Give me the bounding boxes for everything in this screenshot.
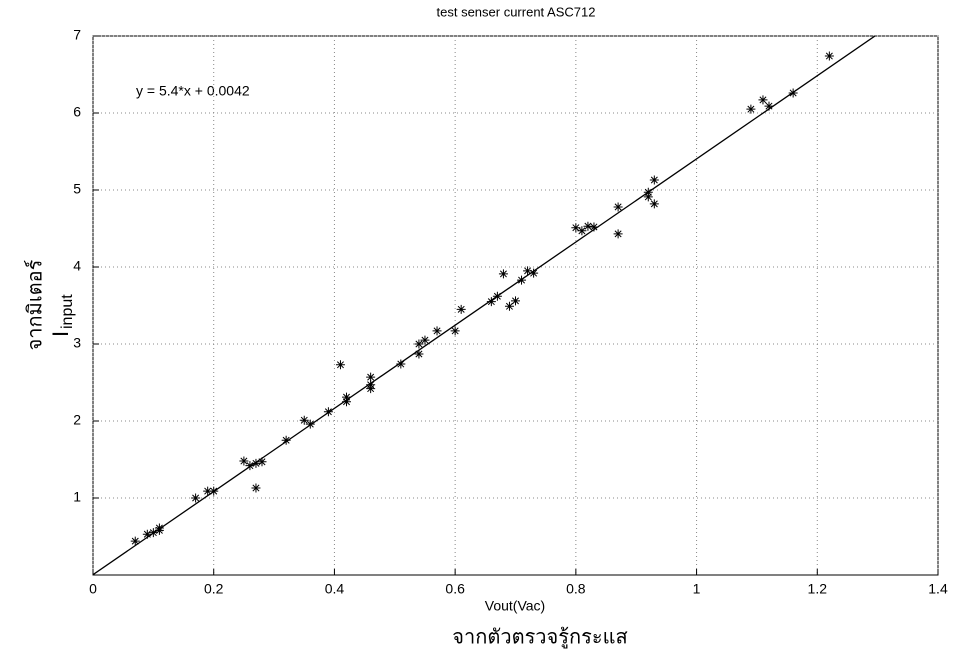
- data-point: [523, 266, 533, 276]
- data-point: [142, 529, 152, 539]
- data-point: [649, 175, 659, 185]
- plot-area: [92, 35, 939, 576]
- y-tick-label: 6: [73, 104, 81, 120]
- x-tick-label: 0.6: [445, 581, 465, 597]
- y-tick-label: 4: [73, 258, 81, 274]
- data-point: [299, 415, 309, 425]
- data-point: [257, 457, 267, 467]
- data-point: [589, 222, 599, 232]
- data-point: [583, 221, 593, 231]
- fit-line: [93, 36, 877, 575]
- x-tick-label: 1: [693, 581, 701, 597]
- data-point: [746, 104, 756, 114]
- plot-content: [93, 36, 877, 575]
- y-axis-label: I input: [48, 294, 76, 337]
- data-point: [456, 304, 466, 314]
- data-point: [420, 335, 430, 345]
- data-point: [130, 536, 140, 546]
- data-point: [251, 458, 261, 468]
- data-point: [758, 95, 768, 105]
- data-point: [414, 339, 424, 349]
- data-point: [335, 360, 345, 370]
- data-point: [764, 101, 774, 111]
- x-tick-label: 1.4: [928, 581, 948, 597]
- data-point: [504, 301, 514, 311]
- data-point: [529, 268, 539, 278]
- data-point: [342, 397, 351, 407]
- x-tick-label: 0.4: [325, 581, 345, 597]
- y-tick-label: 3: [73, 335, 81, 351]
- x-axis-label-thai: จากตัวตรวจรู้กระแส: [452, 625, 627, 650]
- x-tick-label: 0.8: [566, 581, 586, 597]
- y-tick-label: 2: [73, 412, 81, 428]
- data-point: [239, 456, 249, 466]
- chart-title: test senser current ASC712: [437, 4, 596, 19]
- data-point: [245, 461, 255, 471]
- data-point: [486, 297, 496, 307]
- data-point: [414, 349, 424, 359]
- data-point: [342, 392, 351, 402]
- y-axis-label-thai: จากมิเตอร์: [23, 259, 47, 350]
- x-axis-label: Vout(Vac): [485, 598, 545, 614]
- data-point: [649, 199, 659, 209]
- data-point: [305, 419, 315, 429]
- data-point: [613, 202, 623, 212]
- data-point: [577, 226, 587, 236]
- data-point: [154, 525, 164, 535]
- data-point: [281, 435, 291, 445]
- data-point: [613, 229, 623, 239]
- data-point: [191, 493, 201, 503]
- data-point: [450, 326, 460, 336]
- data-point: [203, 486, 213, 496]
- annotation: y = 5.4*x + 0.0042: [136, 83, 250, 99]
- x-tick-label: 0.2: [204, 581, 224, 597]
- data-point: [366, 372, 376, 382]
- x-tick-label: 1.2: [808, 581, 828, 597]
- x-tick-label: 0: [89, 581, 97, 597]
- y-tick-label: 7: [73, 27, 81, 43]
- data-point: [511, 296, 520, 306]
- data-point: [571, 223, 581, 233]
- data-point: [366, 380, 376, 390]
- data-point: [643, 192, 653, 202]
- data-point: [396, 359, 406, 369]
- y-tick-label: 5: [73, 181, 81, 197]
- y-axis-label-sub: input: [59, 294, 76, 329]
- data-point: [498, 269, 508, 279]
- data-point: [251, 483, 261, 493]
- y-tick-label: 1: [73, 489, 81, 505]
- y-axis-label-main: I: [48, 331, 73, 337]
- data-point: [432, 326, 442, 336]
- data-point: [824, 51, 834, 61]
